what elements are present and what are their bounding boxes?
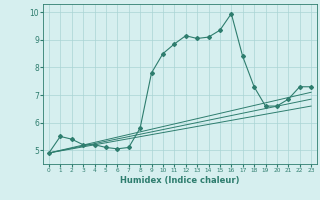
X-axis label: Humidex (Indice chaleur): Humidex (Indice chaleur) xyxy=(120,176,240,185)
